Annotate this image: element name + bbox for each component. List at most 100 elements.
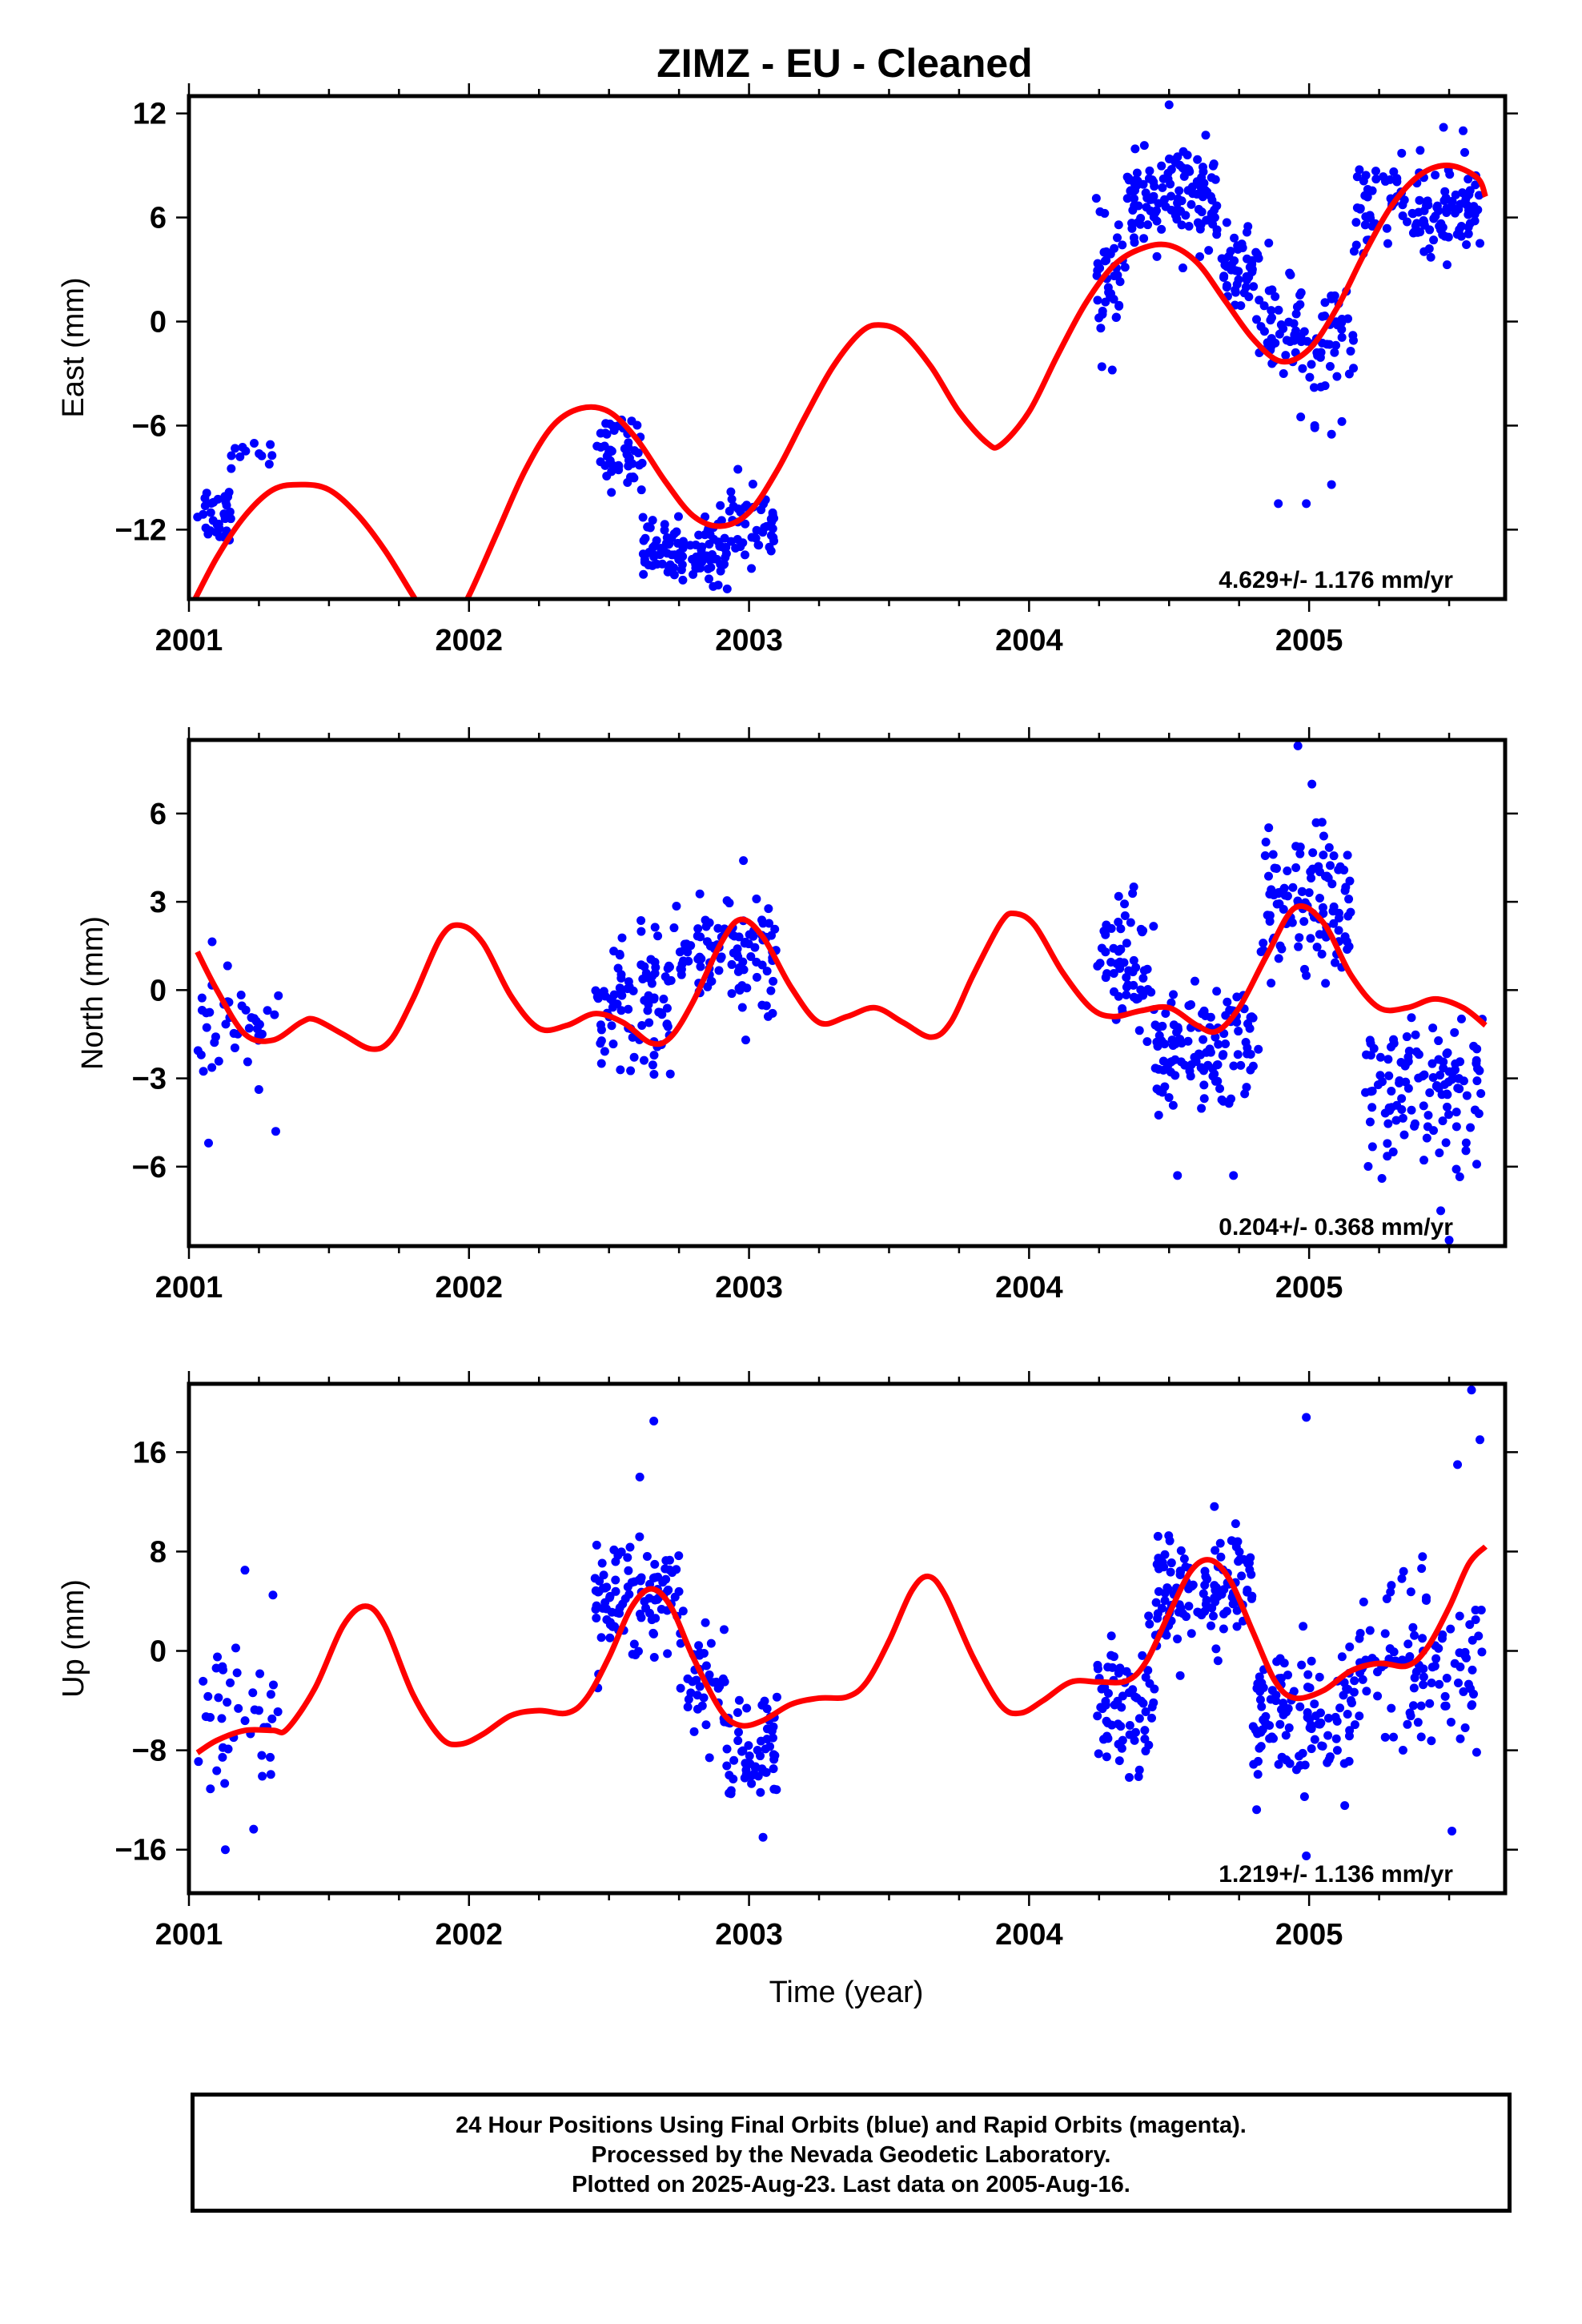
- data-point: [757, 1764, 767, 1774]
- data-point: [1426, 252, 1435, 262]
- data-point: [1429, 235, 1439, 245]
- data-point: [1440, 1691, 1450, 1701]
- data-point: [1431, 1081, 1441, 1091]
- data-point: [1450, 1659, 1460, 1668]
- data-point: [236, 990, 246, 999]
- data-point: [1446, 1717, 1456, 1727]
- data-point: [1462, 240, 1472, 250]
- x-tick-label: 2005: [1275, 1918, 1343, 1952]
- data-point: [1472, 1160, 1482, 1169]
- data-point: [1351, 218, 1361, 227]
- data-point: [769, 1722, 778, 1731]
- data-point: [678, 544, 688, 553]
- data-point: [1340, 1801, 1350, 1811]
- data-point: [1408, 1622, 1418, 1632]
- data-point-outlier: [1453, 1460, 1463, 1470]
- data-point: [1360, 220, 1370, 230]
- data-point: [762, 967, 772, 976]
- data-point: [219, 509, 229, 519]
- data-point: [719, 1625, 729, 1634]
- data-point: [662, 1003, 672, 1013]
- data-point: [608, 1039, 618, 1049]
- data-point: [1408, 209, 1418, 219]
- data-point: [1107, 365, 1117, 375]
- data-point: [1347, 1699, 1356, 1708]
- data-point: [681, 939, 691, 949]
- data-point: [1129, 955, 1138, 965]
- data-point: [1255, 1695, 1265, 1704]
- data-point: [1329, 851, 1339, 861]
- data-point: [1109, 968, 1118, 978]
- data-point: [1114, 917, 1123, 927]
- data-point: [1112, 959, 1122, 968]
- data-point: [1359, 1597, 1368, 1606]
- data-point: [676, 1638, 685, 1648]
- data-point: [1259, 939, 1268, 948]
- data-point: [745, 1751, 754, 1761]
- data-point: [1102, 247, 1111, 256]
- x-tick-label: 2002: [436, 1918, 504, 1952]
- data-point: [1466, 1684, 1476, 1694]
- data-point: [733, 1736, 743, 1746]
- data-point: [1335, 1703, 1345, 1713]
- data-point: [249, 1014, 259, 1023]
- data-point: [1389, 1732, 1399, 1742]
- data-point: [1153, 1614, 1162, 1623]
- y-axis-label: East (mm): [57, 277, 90, 417]
- data-point: [725, 506, 734, 516]
- data-point: [1234, 1027, 1243, 1036]
- data-point: [1166, 1068, 1175, 1077]
- data-point: [266, 440, 275, 449]
- data-point: [1193, 1607, 1203, 1617]
- data-point: [733, 1727, 743, 1737]
- data-point: [1252, 1805, 1262, 1815]
- data-point: [249, 1824, 259, 1834]
- data-point: [1115, 1663, 1125, 1673]
- data-point: [1383, 1055, 1393, 1064]
- data-point: [244, 1023, 254, 1033]
- data-point: [1116, 945, 1126, 955]
- data-point: [1461, 1146, 1471, 1156]
- data-point: [193, 1046, 203, 1055]
- data-point: [601, 419, 611, 428]
- data-point: [1461, 1138, 1471, 1148]
- data-point: [1279, 1659, 1289, 1668]
- data-point: [729, 1775, 738, 1784]
- data-point: [714, 966, 724, 975]
- data-point: [1307, 360, 1316, 369]
- data-point: [1093, 266, 1102, 275]
- data-point: [643, 522, 652, 532]
- data-point: [752, 894, 761, 903]
- data-point: [653, 931, 663, 941]
- data-point: [1215, 1084, 1225, 1093]
- data-point: [1429, 1126, 1439, 1136]
- data-point: [1176, 1546, 1186, 1555]
- data-point: [1299, 917, 1309, 927]
- x-tick-label: 2002: [436, 1271, 504, 1305]
- data-point: [1217, 254, 1227, 263]
- data-point: [1166, 1558, 1176, 1568]
- data-point: [1267, 979, 1276, 988]
- data-point: [670, 1592, 680, 1602]
- data-point-outlier: [1439, 123, 1448, 132]
- data-point: [1231, 1519, 1240, 1529]
- data-point: [1093, 1711, 1102, 1721]
- data-point: [747, 1779, 757, 1788]
- data-point: [613, 1550, 623, 1560]
- data-point: [1247, 263, 1257, 273]
- data-point: [1207, 1621, 1216, 1630]
- data-point: [193, 513, 203, 522]
- data-point-outlier: [1302, 1851, 1311, 1860]
- data-point: [1329, 902, 1339, 911]
- data-point: [1416, 1701, 1426, 1711]
- data-point: [1471, 1614, 1480, 1624]
- data-point: [1139, 966, 1149, 975]
- data-point: [1409, 1683, 1419, 1693]
- data-point: [660, 520, 669, 529]
- data-point: [1114, 1739, 1123, 1749]
- chart-title: ZIMZ - EU - Cleaned: [656, 41, 1032, 86]
- data-point: [695, 889, 705, 899]
- data-point: [1306, 867, 1315, 877]
- data-point: [626, 1066, 636, 1076]
- data-point: [1230, 233, 1239, 243]
